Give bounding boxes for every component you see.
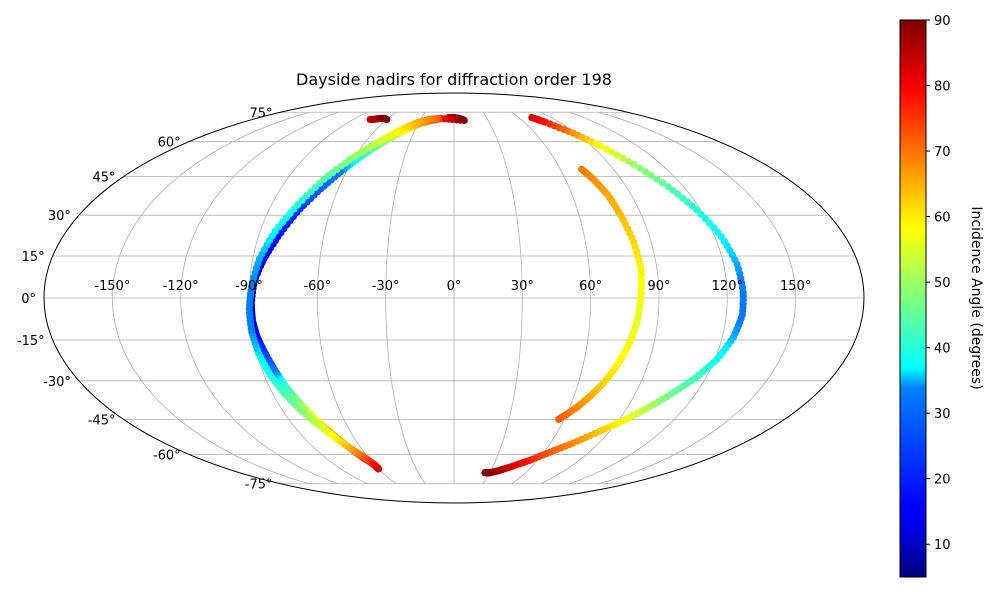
nadir-point xyxy=(481,469,489,477)
meridian-line xyxy=(540,111,660,485)
meridian-line xyxy=(569,111,728,485)
colorbar-tick-label: 30 xyxy=(934,407,951,422)
nadir-point xyxy=(693,206,701,214)
lat-tick-label: -30° xyxy=(43,375,71,390)
lon-tick-label: 30° xyxy=(511,279,534,294)
colorbar-tick-label: 90 xyxy=(934,14,951,29)
lon-tick-label: -120° xyxy=(163,279,199,294)
nadir-point xyxy=(641,168,650,176)
lon-tick-label: -150° xyxy=(94,279,130,294)
nadir-point xyxy=(647,171,655,179)
colorbar-tick-label: 60 xyxy=(934,211,951,226)
colorbar-label: Incidence Angle (degrees) xyxy=(968,206,984,389)
nadir-point xyxy=(597,142,605,150)
colorbar-tick-label: 70 xyxy=(934,145,951,160)
nadir-point xyxy=(664,183,672,191)
lon-tick-label: -90° xyxy=(235,279,263,294)
longitude-tick-labels: -150° -120° -90° -60° -30° 0° 30° 60° 90° 120° 150… xyxy=(94,279,811,294)
lat-tick-label: 15° xyxy=(22,250,45,265)
colorbar-ticks: 10 20 30 40 50 60 70 80 90 xyxy=(926,14,951,553)
nadir-point xyxy=(697,210,705,218)
nadir-points xyxy=(245,113,747,477)
nadir-point xyxy=(613,151,621,159)
nadir-point xyxy=(674,190,682,198)
meridian-line xyxy=(598,111,797,485)
lon-tick-label: 60° xyxy=(579,279,602,294)
lon-tick-label: 150° xyxy=(780,279,811,294)
colorbar-tick-label: 40 xyxy=(934,342,951,357)
nadir-point xyxy=(374,465,383,473)
meridian-line xyxy=(511,111,592,485)
lat-tick-label: -60° xyxy=(153,448,181,463)
meridian-line xyxy=(180,111,339,485)
nadir-point xyxy=(555,415,563,423)
nadir-point xyxy=(653,175,661,183)
meridian-line xyxy=(482,112,523,484)
colorbar-tick-label: 10 xyxy=(934,538,951,553)
meridian-line xyxy=(111,111,310,485)
nadir-point xyxy=(624,157,632,165)
lat-tick-label: -75° xyxy=(245,478,273,493)
nadir-point xyxy=(669,186,677,195)
lat-tick-label: 0° xyxy=(21,292,36,307)
lat-tick-label: -45° xyxy=(88,413,116,428)
nadir-point xyxy=(602,145,610,153)
latitude-tick-labels: -75° -60° -45° -30° -15° 0° 15° 30° 45° 60° 75° xyxy=(17,106,273,492)
nadir-point xyxy=(383,115,391,124)
meridian-line xyxy=(385,112,426,484)
lon-tick-label: 90° xyxy=(647,279,670,294)
lat-tick-label: 45° xyxy=(93,171,116,186)
lat-tick-label: -15° xyxy=(17,334,45,349)
colorbar-tick-label: 20 xyxy=(934,473,951,488)
chart-title: Dayside nadirs for diffraction order 198 xyxy=(296,70,612,89)
nadir-point xyxy=(619,154,627,162)
nadir-point xyxy=(636,164,644,172)
nadir-point xyxy=(658,179,667,187)
colorbar xyxy=(899,19,927,578)
map-boundary xyxy=(43,92,865,504)
lat-tick-label: 60° xyxy=(158,136,181,151)
lat-tick-label: 75° xyxy=(249,106,272,121)
nadir-point xyxy=(608,148,616,156)
lon-tick-label: -60° xyxy=(303,279,331,294)
colorbar-tick-label: 50 xyxy=(934,276,951,291)
colorbar-tick-label: 80 xyxy=(934,80,951,95)
lon-tick-label: 120° xyxy=(712,279,743,294)
lon-tick-label: -30° xyxy=(372,279,400,294)
lat-tick-label: 30° xyxy=(48,209,71,224)
lon-tick-label: 0° xyxy=(447,279,462,294)
nadir-point xyxy=(630,160,638,169)
